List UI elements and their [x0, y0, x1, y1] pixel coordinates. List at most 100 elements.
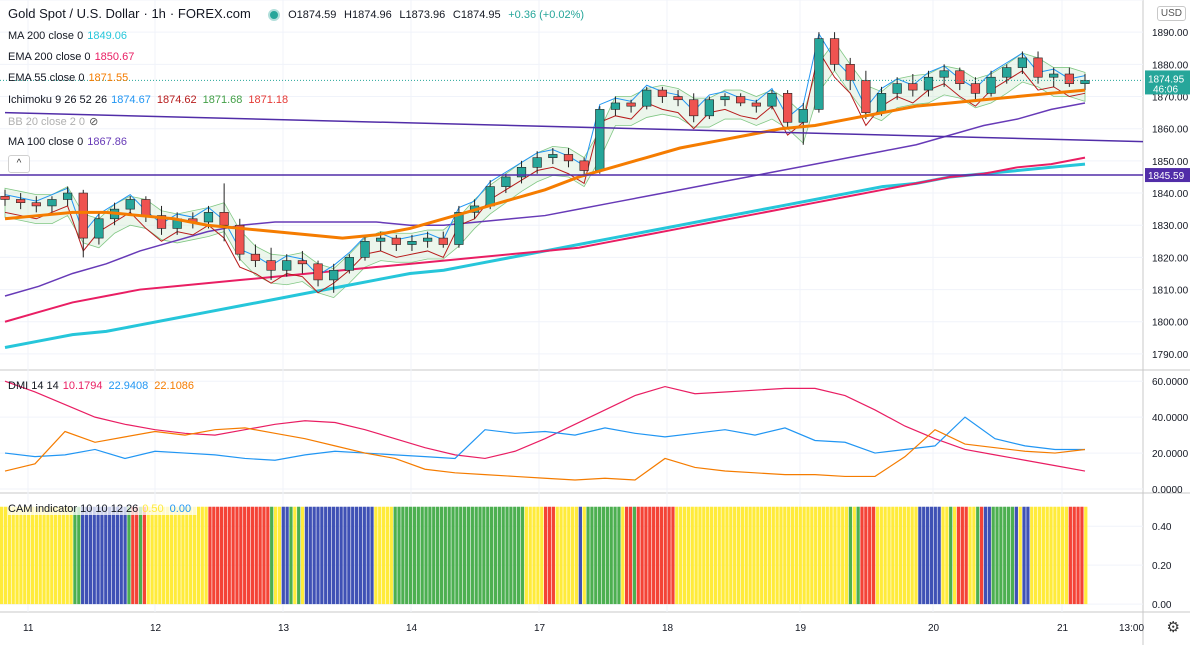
- cam-bar: [327, 506, 332, 605]
- hidden-eye-icon[interactable]: ⊘: [89, 116, 99, 128]
- cam-bar: [204, 506, 208, 605]
- cam-bar: [158, 506, 162, 605]
- collapse-legend-button[interactable]: ^: [8, 155, 30, 173]
- cam-bar: [1068, 506, 1072, 605]
- cam-bar: [393, 506, 397, 605]
- cam-bar: [733, 506, 737, 605]
- cam-bar: [586, 506, 590, 605]
- cam-bar: [513, 506, 517, 605]
- cam-bar: [864, 506, 868, 605]
- cam-bar: [659, 506, 664, 605]
- cam-bar: [304, 506, 309, 605]
- dmi-y-tick-label: 40.0000: [1152, 413, 1189, 424]
- cam-bar: [270, 506, 274, 605]
- cam-legend[interactable]: CAM indicator 10 10 12 26 0.50 0.00: [8, 503, 198, 515]
- dmi-legend-value: 10.1794: [62, 380, 103, 392]
- cam-bar: [462, 506, 467, 605]
- cam-bar: [760, 506, 764, 605]
- legend-row[interactable]: EMA 200 close 0 1850.67: [8, 51, 140, 63]
- cam-bar: [798, 506, 802, 605]
- legend-row[interactable]: EMA 55 close 0 1871.55: [8, 72, 134, 84]
- cam-bar: [675, 506, 679, 605]
- legend-row-value: 1874.62: [156, 94, 197, 106]
- candle-body: [829, 38, 840, 65]
- y-tick-label: 1870.00: [1152, 93, 1189, 104]
- cam-bar: [486, 506, 490, 605]
- cam-bar: [891, 506, 895, 605]
- candle-body: [63, 192, 73, 200]
- cam-bar: [443, 506, 447, 605]
- cam-bar: [937, 506, 941, 605]
- cam-bar: [671, 506, 675, 605]
- cam-bar: [1026, 506, 1030, 605]
- cam-bar: [895, 506, 899, 605]
- ema200-line: [4, 156, 1086, 323]
- level-label-bg: [1145, 168, 1190, 183]
- gear-icon[interactable]: ⚙: [1166, 619, 1180, 636]
- interval: 1h: [151, 6, 166, 21]
- legend-row-label: MA 100 close 0: [8, 136, 84, 148]
- cam-bar: [54, 506, 58, 605]
- cam-bar: [162, 506, 166, 605]
- cam-bar: [378, 506, 382, 605]
- y-tick-label: 1830.00: [1152, 221, 1189, 232]
- cam-bar: [1057, 506, 1061, 605]
- candle-body: [501, 176, 511, 187]
- cam-bar: [1049, 506, 1053, 605]
- cam-bar: [698, 506, 702, 605]
- cam-bar: [690, 506, 694, 605]
- cam-bar: [844, 506, 849, 605]
- cam-bar: [293, 506, 297, 605]
- cam-bar: [189, 506, 193, 605]
- cam-bar: [1022, 506, 1026, 605]
- cam-bar: [887, 506, 891, 605]
- cam-bar: [250, 506, 255, 605]
- cam-bar: [964, 506, 968, 605]
- candle-body: [767, 93, 777, 107]
- cam-bar: [108, 506, 112, 605]
- legend-row[interactable]: BB 20 close 2 0 ⊘: [8, 115, 102, 128]
- candle-body: [595, 109, 605, 171]
- cam-bar: [868, 506, 872, 605]
- cam-bar: [216, 506, 220, 605]
- candle-body: [47, 199, 57, 207]
- ohlc-high: H1874.96: [344, 9, 392, 21]
- cam-bar: [713, 506, 718, 605]
- cam-bar: [949, 506, 953, 605]
- candle-body: [31, 202, 41, 207]
- cam-bar: [88, 506, 92, 605]
- cam-bar: [779, 506, 783, 605]
- data-source: FOREX.com: [177, 6, 251, 21]
- cam-bar: [563, 506, 567, 605]
- cam-bar: [945, 506, 949, 605]
- cam-bar: [771, 506, 775, 605]
- candle-body: [235, 224, 245, 255]
- candle-body: [626, 102, 636, 107]
- cam-bar: [77, 506, 81, 605]
- cam-bar: [883, 506, 887, 605]
- cam-bar: [200, 506, 204, 605]
- cam-bar: [609, 506, 613, 605]
- dmi-legend[interactable]: DMI 14 14 10.1794 22.9408 22.1086: [8, 380, 200, 392]
- cam-bar: [30, 506, 35, 605]
- cam-bar: [320, 506, 324, 605]
- symbol-name: Gold Spot / U.S. Dollar: [8, 6, 140, 21]
- cam-bar: [397, 506, 401, 605]
- cam-bar: [841, 506, 845, 605]
- cam-bar: [767, 506, 772, 605]
- cam-bar: [1076, 506, 1080, 605]
- cam-bar: [408, 506, 413, 605]
- cam-bar: [794, 506, 799, 605]
- cam-bar: [351, 506, 355, 605]
- legend-row[interactable]: Ichimoku 9 26 52 26 1874.67 1874.62 1871.68…: [8, 94, 294, 106]
- legend-row-value: 1874.67: [111, 94, 151, 106]
- candle-body: [344, 257, 354, 271]
- legend-row[interactable]: MA 100 close 0 1867.86: [8, 136, 133, 148]
- legend-row[interactable]: MA 200 close 0 1849.06: [8, 30, 133, 42]
- cam-bar: [146, 506, 150, 605]
- currency-button[interactable]: USD: [1156, 6, 1186, 21]
- candle-body: [1064, 73, 1074, 84]
- cam-bar: [46, 506, 50, 605]
- cam-bar: [173, 506, 177, 605]
